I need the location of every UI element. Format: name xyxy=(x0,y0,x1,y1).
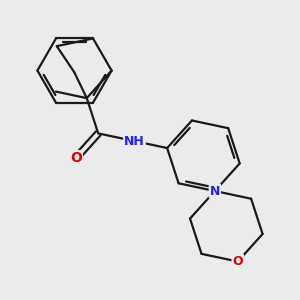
Text: N: N xyxy=(210,184,220,197)
Text: O: O xyxy=(70,151,82,165)
Text: O: O xyxy=(232,255,243,268)
Text: NH: NH xyxy=(124,135,145,148)
